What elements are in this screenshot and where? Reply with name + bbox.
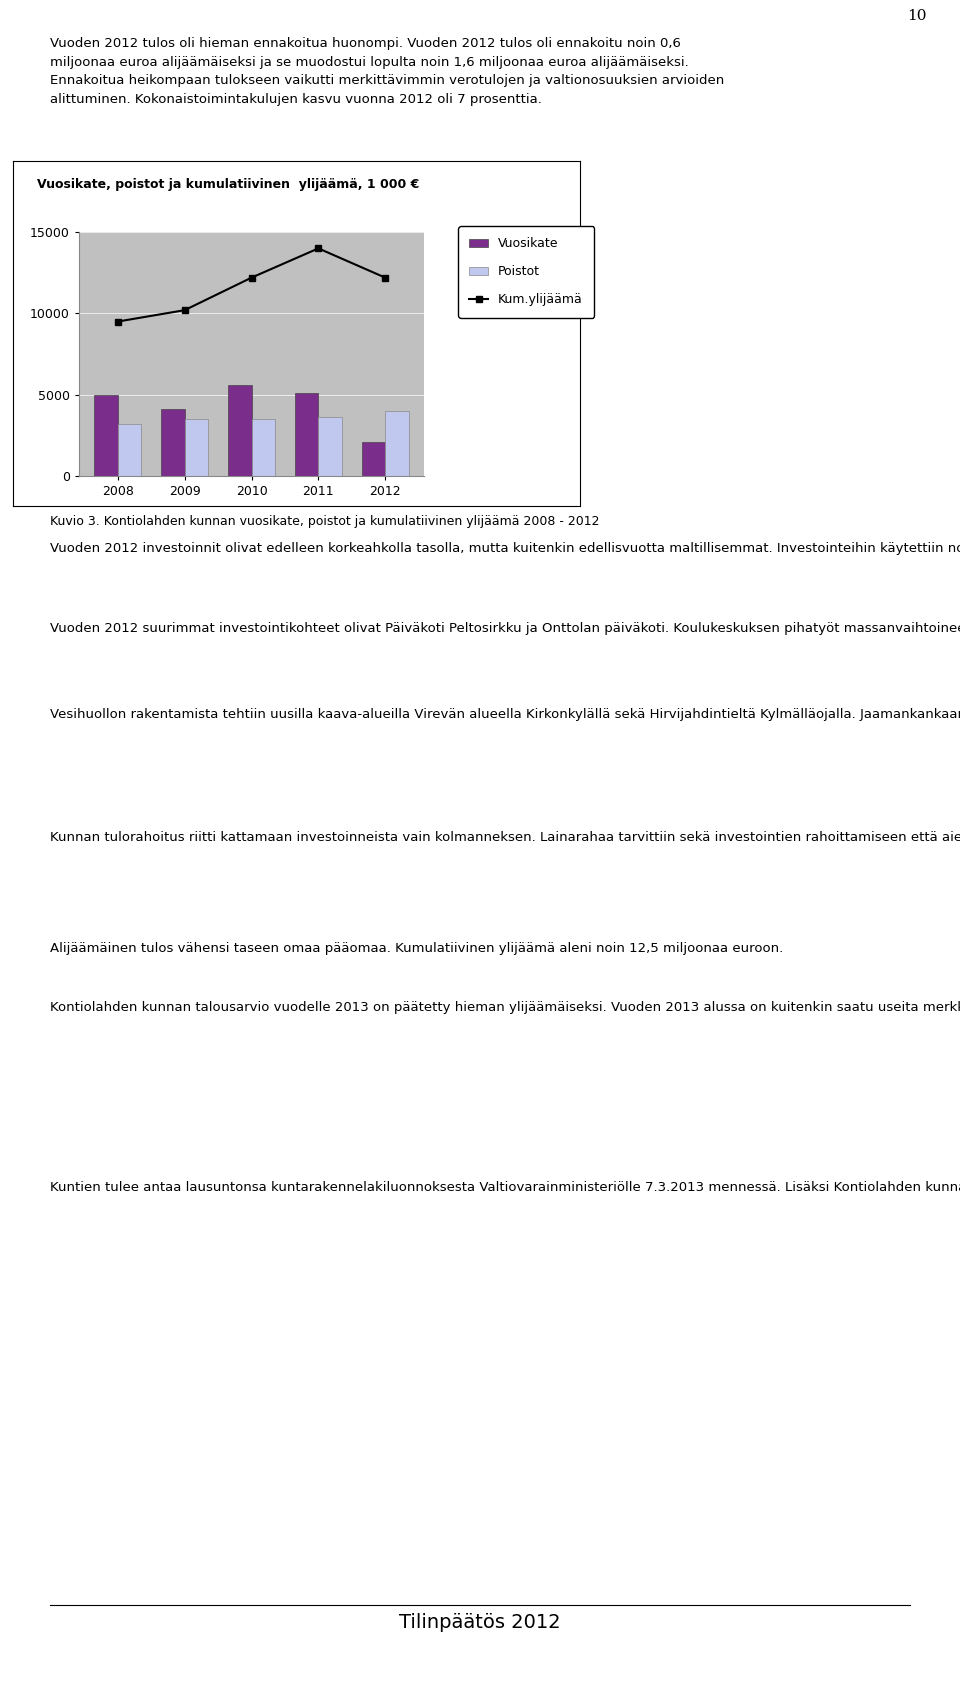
Text: Kuntien tulee antaa lausuntonsa kuntarakennelakiluonnoksesta Valtiovarainministe: Kuntien tulee antaa lausuntonsa kuntarak… [50, 1181, 960, 1194]
Bar [184, 419, 208, 476]
Bar [385, 410, 409, 476]
Text: Alijäämäinen tulos vähensi taseen omaa pääomaa. Kumulatiivinen ylijäämä aleni no: Alijäämäinen tulos vähensi taseen omaa p… [50, 942, 783, 955]
Text: Vuosikate, poistot ja kumulatiivinen  ylijäämä, 1 000 €: Vuosikate, poistot ja kumulatiivinen yli… [37, 178, 420, 192]
Bar [319, 417, 342, 476]
Legend: Vuosikate, Poistot, Kum.ylijäämä: Vuosikate, Poistot, Kum.ylijäämä [458, 225, 594, 318]
Bar [228, 385, 252, 476]
Bar [295, 394, 319, 476]
Text: Vesihuollon rakentamista tehtiin uusilla kaava-alueilla Virevän alueella Kirkonk: Vesihuollon rakentamista tehtiin uusilla… [50, 708, 960, 722]
Text: Kontiolahden kunnan talousarvio vuodelle 2013 on päätetty hieman ylijäämäiseksi.: Kontiolahden kunnan talousarvio vuodelle… [50, 1001, 960, 1014]
Bar [94, 395, 118, 476]
Bar [118, 424, 141, 476]
Text: Kuvio 3. Kontiolahden kunnan vuosikate, poistot ja kumulatiivinen ylijäämä 2008 : Kuvio 3. Kontiolahden kunnan vuosikate, … [50, 515, 599, 528]
Text: Vuoden 2012 suurimmat investointikohteet olivat Päiväkoti Peltosirkku ja Onttola: Vuoden 2012 suurimmat investointikohteet… [50, 622, 960, 636]
Bar [161, 409, 184, 476]
Bar [252, 419, 275, 476]
Text: Kunnan tulorahoitus riitti kattamaan investoinneista vain kolmanneksen. Lainarah: Kunnan tulorahoitus riitti kattamaan inv… [50, 831, 960, 844]
Text: Vuoden 2012 tulos oli hieman ennakoitua huonompi. Vuoden 2012 tulos oli ennakoit: Vuoden 2012 tulos oli hieman ennakoitua … [50, 37, 724, 106]
Bar [362, 442, 385, 476]
Text: Vuoden 2012 investoinnit olivat edelleen korkeahkolla tasolla, mutta kuitenkin e: Vuoden 2012 investoinnit olivat edelleen… [50, 542, 960, 555]
Text: Tilinpäätös 2012: Tilinpäätös 2012 [399, 1613, 561, 1632]
Text: 10: 10 [907, 10, 926, 24]
